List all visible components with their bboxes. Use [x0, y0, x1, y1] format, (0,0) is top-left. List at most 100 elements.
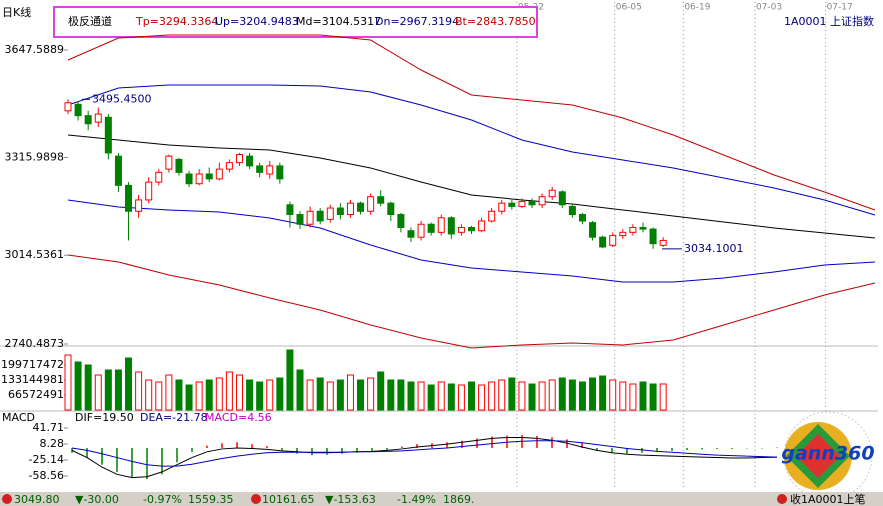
- candle-body: [387, 202, 395, 216]
- volume-bar: [195, 381, 203, 411]
- line-series: [67, 199, 876, 283]
- indicator-param: Dn=2967.3194: [375, 15, 459, 28]
- logo-text: gann360: [781, 443, 874, 465]
- candle-body: [215, 168, 223, 180]
- volume-bar: [427, 384, 435, 411]
- volume-bar: [387, 379, 395, 411]
- volume-bar: [246, 379, 254, 411]
- volume-bar: [185, 384, 193, 411]
- indicator-label: DEA=-21.78: [140, 411, 208, 424]
- candle-body: [296, 214, 304, 225]
- indicator-param: Md=3104.5317: [296, 15, 381, 28]
- status-text: 1559.35: [188, 493, 234, 506]
- volume-bar: [205, 379, 213, 411]
- y-tick-label: 3014.5361: [5, 248, 65, 261]
- volume-bar: [316, 377, 324, 411]
- volume-bar: [377, 371, 385, 411]
- volume-bar: [568, 379, 576, 411]
- volume-bar: [215, 377, 223, 411]
- annotation: 3495.4500: [92, 92, 152, 105]
- panel-title: MACD: [2, 411, 35, 424]
- line-series: [71, 436, 778, 479]
- volume-bar: [397, 379, 405, 411]
- status-text: 收1A0001上笔: [790, 492, 866, 506]
- volume-bar: [114, 369, 122, 411]
- y-tick-label: 8.28: [40, 437, 65, 450]
- candle-body: [468, 226, 475, 232]
- volume-bar: [286, 349, 294, 411]
- volume-bar: [125, 357, 133, 411]
- volume-bar: [346, 374, 354, 411]
- candle-body: [619, 231, 627, 237]
- y-tick-label: 3315.9898: [5, 150, 65, 163]
- volume-bar: [498, 379, 506, 411]
- candle-body: [538, 196, 546, 206]
- candle-body: [639, 226, 647, 230]
- volume-bar: [306, 379, 314, 411]
- volume-bar: [518, 381, 526, 411]
- candle-body: [316, 210, 324, 222]
- candle-body: [508, 202, 516, 207]
- status-text: ▼-30.00: [75, 493, 119, 506]
- logo-diamond-inner: [796, 434, 840, 478]
- candle-body: [175, 158, 183, 173]
- volume-bar: [599, 375, 607, 411]
- candle-body: [367, 196, 375, 212]
- chart-label: 日K线: [2, 5, 31, 19]
- volume-bar: [357, 379, 365, 411]
- volume-bar: [548, 379, 556, 411]
- volume-bar: [609, 379, 617, 411]
- volume-bar: [64, 354, 72, 411]
- candle-body: [629, 226, 637, 233]
- candle-body: [437, 217, 445, 233]
- status-text: -0.97%: [143, 493, 182, 506]
- candle-body: [518, 201, 526, 207]
- candle-body: [357, 202, 365, 212]
- volume-bar: [407, 381, 415, 411]
- logo: gann360: [781, 411, 875, 501]
- y-tick-label: -58.56: [29, 469, 64, 482]
- candle-body: [94, 113, 102, 123]
- volume-bar: [175, 379, 183, 411]
- volume-bar: [417, 381, 425, 411]
- volume-bar: [326, 381, 334, 411]
- line-series: [71, 440, 778, 467]
- y-tick-label: 66572491: [8, 388, 64, 401]
- volume-bar: [478, 384, 486, 411]
- candle-body: [84, 115, 92, 125]
- volume-bar: [558, 377, 566, 411]
- volume-bar: [165, 374, 173, 411]
- candle-body: [104, 116, 112, 154]
- candle-body: [165, 155, 173, 170]
- volume-bar: [589, 377, 597, 411]
- volume-bar: [639, 381, 647, 411]
- line-series: [67, 134, 876, 239]
- y-tick-label: 41.71: [33, 421, 65, 434]
- line-series: [67, 34, 876, 211]
- candle-body: [235, 154, 243, 164]
- candle-body: [377, 196, 385, 204]
- volume-bar: [538, 381, 546, 411]
- volume-bar: [468, 381, 475, 411]
- indicator-box: [53, 6, 538, 38]
- candle-body: [498, 202, 506, 212]
- candle-body: [74, 103, 82, 117]
- candle-body: [589, 222, 597, 238]
- status-icon: [2, 494, 12, 504]
- volume-bar: [94, 374, 102, 411]
- candle-body: [558, 191, 566, 206]
- status-bar: [0, 492, 883, 506]
- candle-body: [427, 223, 435, 233]
- indicator-param: Tp=3294.3364: [135, 15, 218, 28]
- candle-body: [195, 173, 203, 185]
- volume-bar: [659, 383, 667, 411]
- volume-bar: [488, 381, 496, 411]
- candle-body: [64, 102, 72, 112]
- stock-name: 上证指数: [830, 14, 874, 28]
- candle-body: [478, 220, 486, 232]
- x-tick-label: 07-17: [827, 3, 853, 13]
- candle-body: [155, 171, 163, 183]
- status-icon: [777, 494, 787, 504]
- candle-body: [256, 165, 264, 173]
